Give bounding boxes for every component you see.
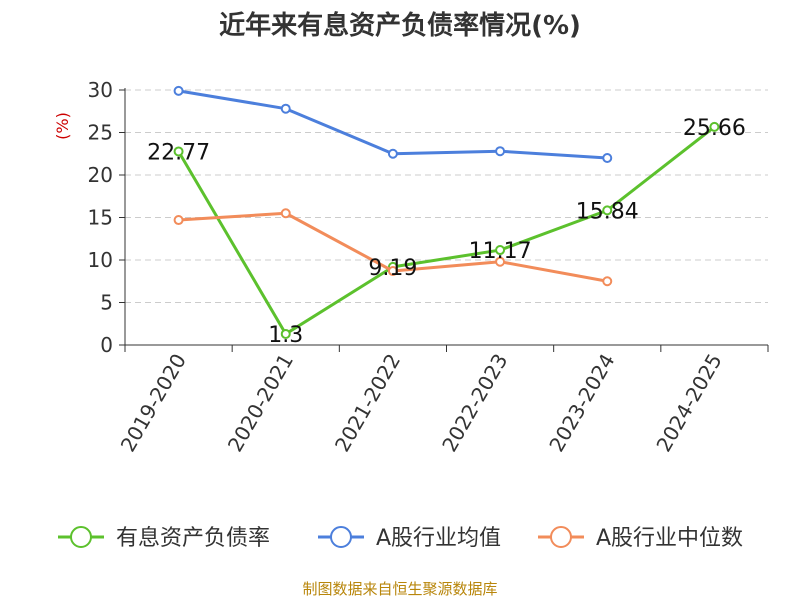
data-label: 11.17 bbox=[469, 239, 532, 264]
data-point bbox=[173, 215, 184, 226]
source-footer: 制图数据来自恒生聚源数据库 bbox=[302, 580, 497, 598]
y-axis-label: (%) bbox=[53, 112, 72, 140]
x-tick-label: 2020-2021 bbox=[223, 350, 298, 456]
data-point bbox=[280, 328, 291, 339]
y-tick-label: 10 bbox=[88, 248, 113, 272]
legend-marker bbox=[550, 526, 572, 548]
data-point bbox=[173, 146, 184, 157]
data-point bbox=[280, 208, 291, 219]
y-tick-label: 0 bbox=[100, 333, 113, 357]
y-tick-label: 5 bbox=[100, 291, 113, 315]
legend-label: A股行业均值 bbox=[376, 526, 501, 551]
x-tick-label: 2022-2023 bbox=[437, 350, 512, 456]
series-lines bbox=[173, 85, 720, 339]
data-label: 15.84 bbox=[576, 199, 639, 224]
data-point bbox=[602, 153, 613, 163]
data-label: 25.66 bbox=[683, 116, 746, 141]
x-tick-labels: 2019-2020 2020-2021 2021-2022 2022-2023 2023… bbox=[116, 350, 727, 456]
data-point bbox=[495, 256, 506, 267]
data-point bbox=[495, 245, 506, 256]
data-point bbox=[387, 148, 398, 159]
data-point bbox=[602, 205, 613, 216]
x-tick-label: 2023-2024 bbox=[544, 350, 619, 456]
gridlines bbox=[125, 89, 768, 303]
y-tick-label: 25 bbox=[88, 121, 113, 145]
y-tick-label: 15 bbox=[88, 206, 113, 230]
data-point bbox=[709, 121, 720, 132]
data-point bbox=[387, 266, 398, 277]
axes bbox=[119, 88, 769, 352]
data-point bbox=[602, 276, 613, 287]
data-label: 1.3 bbox=[268, 323, 303, 348]
legend: 有息资产负债率 A股行业均值 A股行业中位数 bbox=[58, 526, 743, 551]
data-label: 22.77 bbox=[147, 140, 210, 165]
x-tick-label: 2019-2020 bbox=[116, 350, 191, 456]
legend-marker bbox=[70, 526, 92, 548]
data-point bbox=[173, 85, 184, 96]
y-tick-label: 20 bbox=[88, 163, 113, 187]
data-point bbox=[280, 103, 291, 114]
y-tick-label: 30 bbox=[88, 78, 113, 102]
data-point bbox=[495, 146, 506, 157]
y-tick-labels: 0 5 10 15 20 25 30 bbox=[88, 78, 113, 357]
legend-label: A股行业中位数 bbox=[596, 526, 743, 551]
data-label: 9.19 bbox=[368, 256, 417, 281]
x-tick-label: 2024-2025 bbox=[651, 350, 726, 456]
series-line bbox=[178, 89, 608, 160]
chart-title: 近年来有息资产负债率情况(%) bbox=[219, 10, 581, 41]
x-tick-label: 2021-2022 bbox=[330, 350, 405, 456]
series-line bbox=[177, 125, 716, 336]
legend-marker bbox=[330, 526, 352, 548]
data-labels: 22.77 1.3 9.19 11.17 15.84 25.66 bbox=[147, 116, 746, 348]
legend-label: 有息资产负债率 bbox=[116, 526, 270, 551]
